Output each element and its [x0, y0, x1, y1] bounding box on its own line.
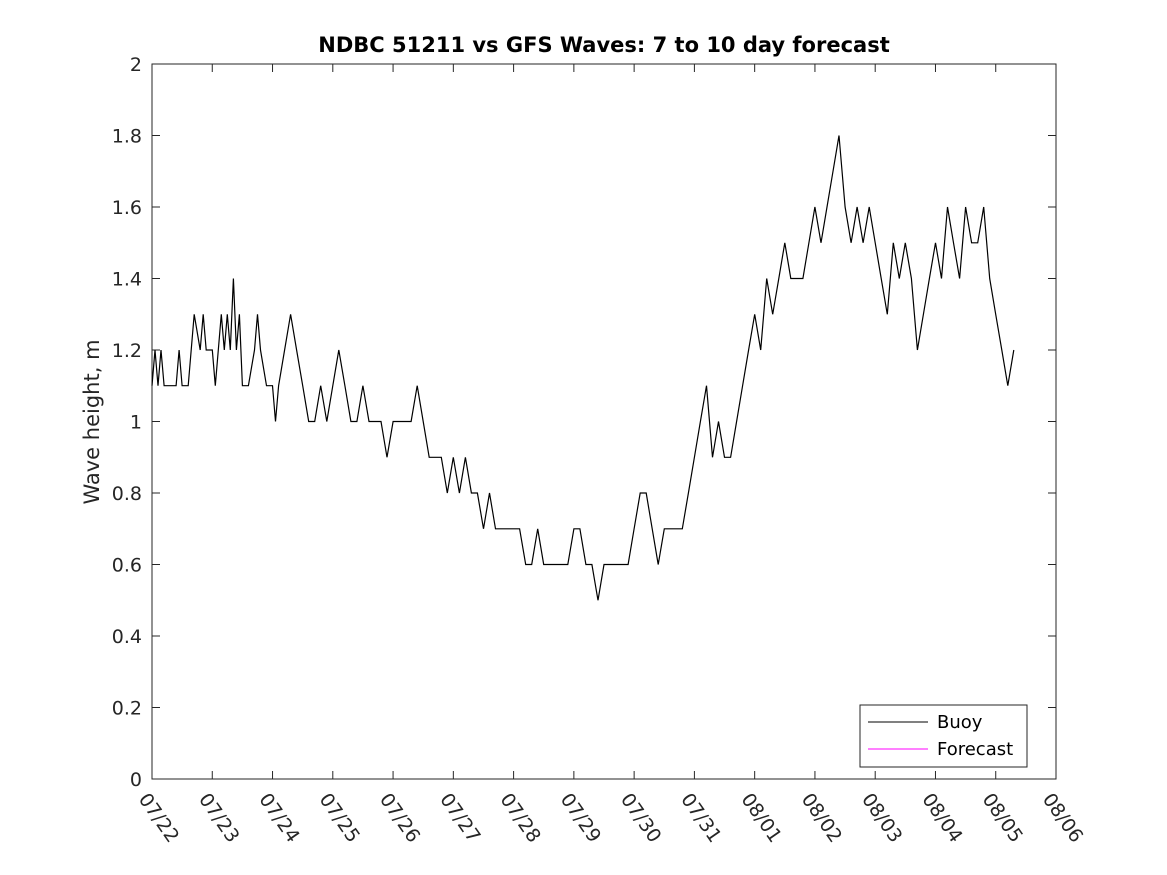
- x-tick-label: 07/26: [375, 789, 424, 846]
- x-tick-label: 07/30: [616, 789, 665, 846]
- x-tick-label: 07/31: [676, 789, 725, 846]
- x-tick-label: 07/25: [315, 789, 364, 846]
- y-tick-label: 1.2: [112, 340, 142, 362]
- plot-frame: [151, 63, 1057, 780]
- y-tick-label: 1.4: [112, 269, 142, 291]
- x-tick-label: 08/06: [1038, 789, 1087, 846]
- x-tick-label: 08/02: [797, 789, 846, 846]
- legend-box: [859, 704, 1028, 768]
- y-axis-label: Wave height, m: [80, 339, 104, 504]
- y-tick-label: 0.6: [112, 555, 142, 577]
- x-tick-label: 08/05: [978, 789, 1027, 846]
- y-tick-label: 1.6: [112, 197, 142, 219]
- x-tick-label: 07/22: [134, 789, 183, 846]
- chart-title: NDBC 51211 vs GFS Waves: 7 to 10 day for…: [318, 33, 889, 57]
- y-tick-label: 0.2: [112, 698, 142, 720]
- x-tick-label: 08/04: [917, 789, 966, 846]
- y-tick-label: 0.8: [112, 483, 142, 505]
- legend-label: Forecast: [937, 739, 1013, 760]
- x-tick-label: 08/03: [857, 789, 906, 846]
- x-tick-label: 07/23: [194, 789, 243, 846]
- series-line-buoy: [151, 135, 1015, 601]
- x-tick-label: 07/28: [496, 789, 545, 846]
- x-tick-label: 08/01: [737, 789, 786, 846]
- x-tick-label: 07/24: [254, 789, 303, 846]
- legend-label: Buoy: [937, 712, 983, 733]
- y-tick-label: 0: [130, 769, 142, 791]
- x-tick-label: 07/29: [556, 789, 605, 846]
- y-tick-label: 0.4: [112, 626, 142, 648]
- y-tick-label: 1.8: [112, 126, 142, 148]
- legend: Buoy Forecast: [859, 704, 1028, 768]
- y-tick-label: 1: [130, 412, 142, 434]
- x-tick-label: 07/27: [435, 789, 484, 846]
- y-tick-label: 2: [130, 54, 142, 76]
